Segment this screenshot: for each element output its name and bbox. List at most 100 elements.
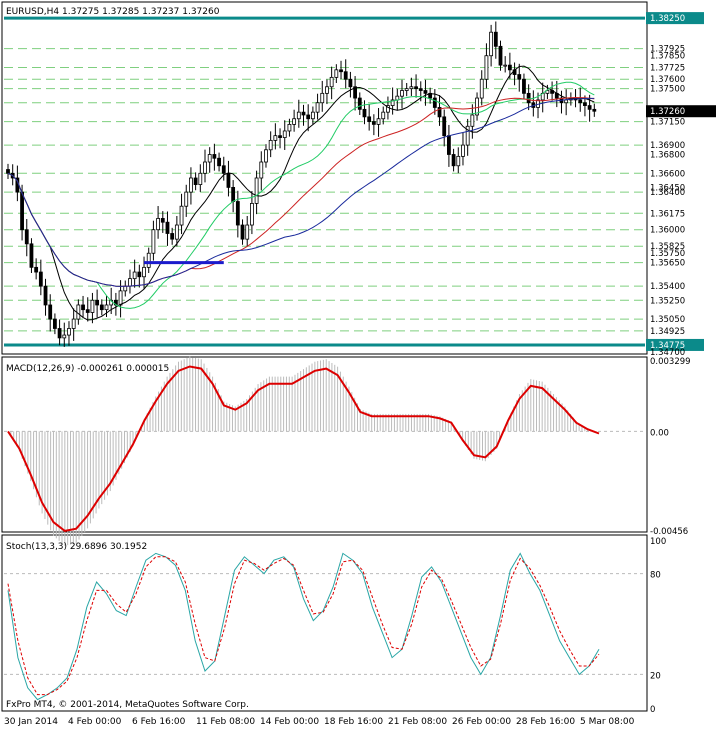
- candle-body: [465, 125, 470, 146]
- candle-body: [484, 55, 489, 80]
- candle-body: [207, 154, 212, 163]
- price-tick-label: 1.35825: [650, 242, 685, 252]
- candle-body: [475, 97, 479, 116]
- candle-body: [259, 161, 264, 179]
- candle-body: [329, 76, 334, 88]
- price-tick-label: 1.37725: [650, 63, 685, 73]
- candle-body: [53, 318, 57, 329]
- current-price-box: [646, 105, 716, 118]
- price-panel: [1, 1, 648, 355]
- stoch-tick-label: 100: [650, 537, 666, 547]
- candle-body: [245, 224, 250, 240]
- candle-body: [292, 118, 297, 125]
- candle-body: [470, 114, 475, 127]
- candle-body: [85, 309, 90, 313]
- candle-body: [231, 187, 236, 202]
- candle-body: [390, 99, 395, 106]
- candle-body: [221, 165, 226, 174]
- candle-body: [479, 78, 484, 99]
- price-tick-label: 1.35250: [650, 296, 685, 306]
- price-tick-label: 1.36800: [650, 150, 685, 160]
- candle-body: [278, 135, 282, 138]
- macd-title: MACD(12,26,9) -0.000261 0.000015: [6, 364, 169, 374]
- candle-body: [489, 31, 494, 57]
- candle-body: [320, 92, 325, 104]
- key-level-box: [646, 12, 704, 25]
- candle-body: [146, 252, 151, 268]
- candle-body: [104, 304, 109, 311]
- price-tick-label: 1.37850: [650, 52, 685, 62]
- time-axis-label: 4 Feb 00:00: [68, 717, 122, 727]
- current-price-label: 1.37260: [650, 107, 685, 117]
- price-tick-label: 1.36175: [650, 209, 685, 219]
- price-tick-label: 1.37150: [650, 118, 685, 128]
- candle-body: [235, 201, 240, 226]
- ma-blue-line: [7, 97, 595, 287]
- macd-tick-label: 0.00: [650, 428, 669, 438]
- candle-body: [386, 105, 390, 113]
- candle-body: [193, 177, 198, 185]
- candle-body: [34, 266, 39, 273]
- candle-body: [132, 271, 137, 280]
- candle-body: [423, 90, 428, 94]
- candle-body: [334, 69, 339, 78]
- price-tick-label: 1.36900: [650, 141, 685, 151]
- candle-body: [522, 78, 526, 94]
- candle-body: [67, 328, 71, 336]
- candle-body: [451, 154, 456, 167]
- key-level-label: 1.38250: [650, 14, 685, 24]
- candle-body: [165, 221, 170, 234]
- candle-body: [306, 114, 311, 120]
- candle-body: [507, 64, 512, 71]
- candle-body: [296, 111, 301, 120]
- candle-body: [90, 299, 95, 313]
- time-axis-label: 18 Feb 16:00: [324, 717, 383, 727]
- candle-body: [367, 116, 372, 122]
- price-tick-label: 1.37500: [650, 85, 685, 95]
- price-tick-label: 1.36000: [650, 226, 685, 236]
- candle-body: [461, 144, 465, 157]
- candle-body: [371, 121, 376, 125]
- ohlc-readout: 1.37275 1.37285 1.37237 1.37260: [62, 7, 220, 17]
- candle-body: [99, 304, 104, 311]
- candle-body: [6, 169, 10, 174]
- candle-body: [578, 99, 583, 104]
- candle-body: [498, 45, 503, 66]
- price-tick-label: 1.35050: [650, 315, 685, 325]
- chart-title: EURUSD,H4: [6, 7, 59, 17]
- ma-fast-line: [7, 65, 595, 321]
- time-axis-label: 14 Feb 00:00: [260, 717, 319, 727]
- candle-body: [240, 224, 245, 240]
- candle-body: [118, 290, 123, 306]
- candle-body: [357, 97, 362, 110]
- candle-body: [587, 105, 592, 110]
- stoch-tick-label: 20: [650, 671, 661, 681]
- candle-body: [226, 172, 231, 188]
- key-level-label: 1.34775: [650, 341, 685, 351]
- candle-body: [160, 218, 165, 223]
- candle-body: [287, 123, 292, 132]
- macd-tick-label: 0.003299: [650, 357, 691, 367]
- price-tick-label: 1.37925: [650, 45, 685, 55]
- candle-body: [348, 78, 353, 88]
- candle-body: [62, 334, 67, 339]
- time-axis-label: 5 Mar 08:00: [580, 717, 635, 727]
- candle-body: [437, 107, 442, 118]
- candle-body: [57, 328, 62, 339]
- candle-body: [95, 299, 100, 306]
- candle-body: [123, 285, 128, 292]
- candle-body: [545, 90, 550, 94]
- candle-body: [325, 86, 329, 94]
- candle-body: [212, 154, 217, 159]
- candle-body: [339, 69, 343, 73]
- stoch-main-line: [7, 552, 600, 701]
- candle-body: [217, 157, 221, 167]
- candle-body: [442, 116, 447, 137]
- stoch-tick-label: 0: [650, 705, 655, 715]
- candle-body: [456, 155, 461, 167]
- time-axis-label: 30 Jan 2014: [4, 717, 58, 727]
- candle-body: [418, 88, 423, 91]
- time-axis-label: 11 Feb 08:00: [196, 717, 255, 727]
